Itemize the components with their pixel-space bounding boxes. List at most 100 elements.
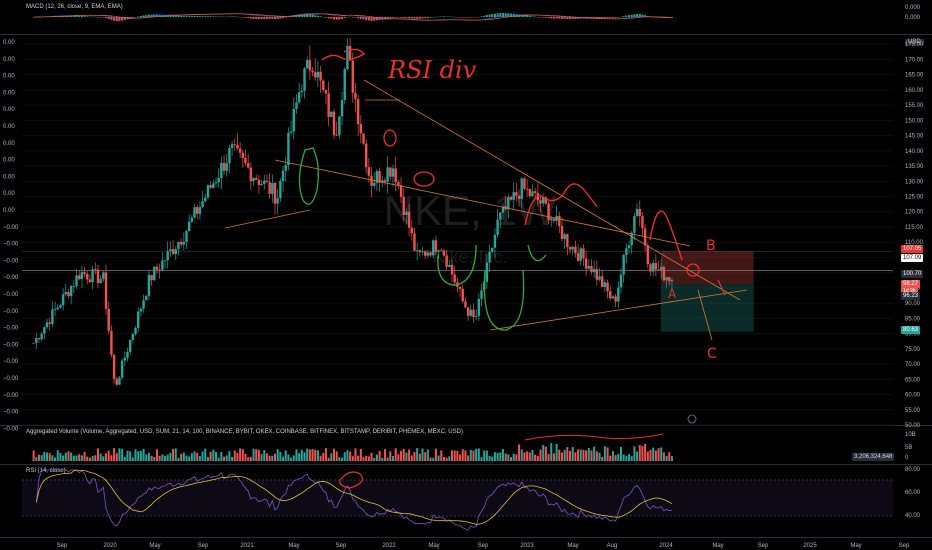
price-axis-tick: 90.00 (905, 301, 921, 307)
volume-bar (619, 446, 622, 461)
candle-body (297, 92, 301, 103)
candle-body (40, 333, 43, 340)
volume-bar (48, 453, 51, 461)
volume-bar (121, 448, 124, 461)
macd-bar (142, 15, 145, 17)
candle-body (410, 227, 413, 234)
volume-bar (571, 447, 574, 461)
volume-bar (107, 450, 110, 461)
volume-bar (451, 450, 454, 461)
candle-body (322, 80, 325, 90)
volume-bar (518, 444, 521, 461)
left-axis-tick: −0.00 (3, 242, 19, 248)
volume-bar (397, 454, 400, 461)
time-axis-tick: 2023 (520, 543, 534, 549)
time-axis-tick: May (567, 543, 578, 549)
volume-bar (555, 443, 558, 461)
volume-bar (367, 456, 370, 461)
volume-bar (298, 453, 301, 461)
candle-body (668, 277, 671, 282)
candle-body (509, 197, 513, 200)
volume-bar (214, 451, 217, 461)
volume-bar (206, 457, 209, 461)
candle-body (367, 167, 371, 176)
candle-body (525, 188, 529, 190)
candle-body (635, 209, 639, 216)
candle-body (448, 264, 451, 267)
macd-bar (558, 17, 561, 19)
macd-bar (633, 14, 636, 17)
volume-bar (426, 449, 429, 461)
volume-bar (263, 450, 266, 461)
candle-body (356, 99, 360, 125)
volume-bar (668, 452, 671, 461)
entry-price-tag: 96.23 (901, 292, 921, 300)
volume-bar (386, 457, 389, 461)
macd-bar (75, 15, 78, 17)
volume-bar (239, 448, 242, 461)
candle-body (346, 45, 349, 69)
macd-bar (247, 17, 250, 19)
price-pane[interactable]: USD (0, 35, 932, 425)
volume-bar (456, 451, 459, 461)
volume-bar (354, 448, 357, 461)
drawings[interactable]: RSI div A B C (224, 48, 748, 489)
macd-bar (542, 17, 545, 18)
left-axis-tick: 0.00 (3, 174, 15, 180)
volume-bar (322, 452, 325, 461)
green-scribble (437, 244, 477, 286)
volume-bar (303, 452, 306, 461)
candle-body (61, 294, 65, 306)
circle-annotation (383, 129, 397, 147)
volume-bar (421, 448, 424, 461)
macd-bar (343, 17, 346, 19)
volume-bar (190, 453, 193, 461)
macd-bar (129, 17, 132, 19)
volume-bar (319, 455, 322, 461)
volume-bar (172, 448, 175, 461)
green-scribble (483, 269, 525, 331)
candle-body (241, 152, 245, 159)
volume-bar (566, 447, 569, 461)
volume-bar (244, 453, 247, 461)
separator (0, 537, 932, 538)
volume-bar (155, 449, 158, 461)
macd-bar (426, 17, 429, 18)
volume-bar (161, 454, 164, 461)
candle-body (445, 255, 448, 267)
price-axis-tick: 125.00 (905, 194, 924, 200)
volume-bar (644, 443, 647, 461)
volume-axis-tick: 10B (905, 432, 916, 438)
candle-body (139, 308, 143, 312)
volume-bar (408, 449, 411, 461)
candle-body (198, 207, 202, 214)
volume-bar (515, 454, 518, 461)
macd-bar (501, 13, 504, 17)
macd-bar (397, 17, 400, 18)
candle-body (91, 269, 94, 283)
price-axis-tick: 75.00 (905, 347, 921, 353)
candle-body (386, 167, 389, 182)
macd-bar (451, 16, 454, 18)
candle-body (614, 296, 617, 302)
volume-bar (147, 452, 150, 461)
macd-bar (515, 14, 518, 17)
time-axis-tick: May (149, 543, 160, 549)
price-axis-tick: 165.00 (905, 73, 924, 79)
volume-bar (587, 447, 590, 461)
volume-bar (665, 455, 668, 461)
candle-body (426, 252, 430, 256)
macd-lines (33, 13, 672, 21)
volume-bar (469, 449, 472, 461)
candle-body (601, 276, 604, 287)
volume-bar (204, 448, 207, 461)
volume-bar (392, 455, 395, 461)
volume-bar (483, 450, 486, 461)
volume-bar (223, 456, 226, 461)
macd-bar (410, 17, 413, 19)
macd-bar (354, 17, 357, 18)
time-axis-tick: 2020 (103, 543, 117, 549)
currency-label[interactable]: USD (905, 39, 924, 45)
volume-bar (670, 456, 673, 461)
